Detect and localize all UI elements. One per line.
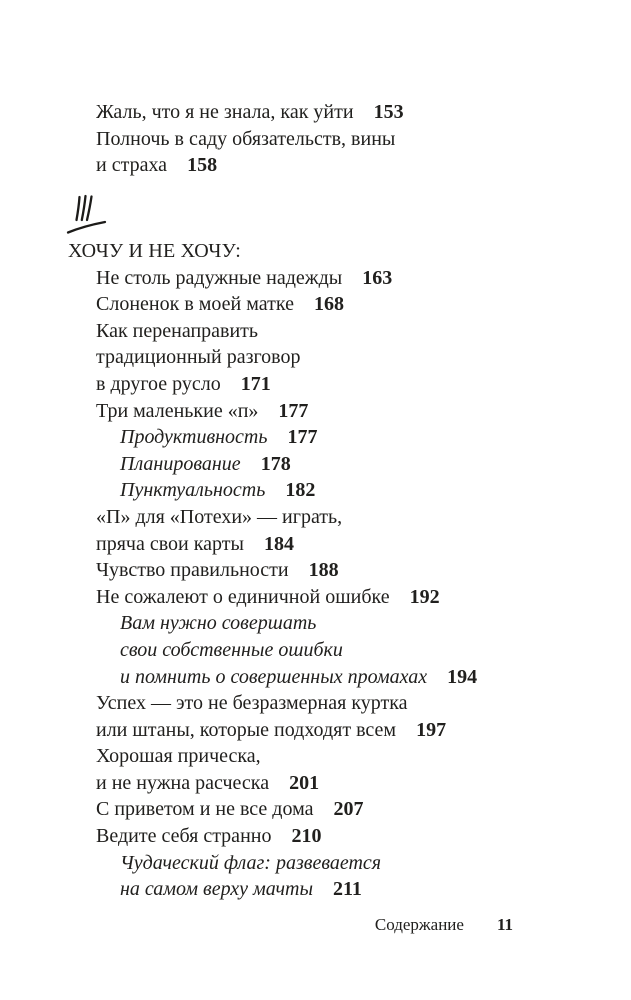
- toc-entry: Успех — это не безразмерная куртка или ш…: [96, 690, 477, 743]
- page-footer: Содержание 11: [375, 915, 513, 935]
- entry-title-text: или штаны, которые подходят всем: [96, 718, 397, 741]
- entry-line: Пунктуальность 182: [120, 477, 477, 504]
- toc-entry: «П» для «Потехи» — играть, пряча свои ка…: [96, 504, 477, 557]
- entry-page-number: 163: [362, 266, 393, 289]
- section-marker-iii-icon: [66, 194, 107, 234]
- entry-page-number: 158: [187, 154, 218, 177]
- entry-line: пряча свои карты 184: [96, 531, 477, 558]
- toc-subentry: Пунктуальность 182: [120, 477, 477, 504]
- entry-line: Полночь в саду обязательств, вины: [96, 127, 396, 150]
- toc-entry: Как перенаправить традиционный разговор …: [96, 318, 477, 398]
- toc-entry: Хорошая прическа, и не нужна расческа 201: [96, 743, 477, 796]
- running-title: Содержание: [374, 915, 464, 934]
- entry-title-text: и не нужна расческа: [96, 771, 270, 794]
- entry-title-text: Жаль, что я не знала, как уйти: [96, 101, 354, 123]
- toc-entry: Чувство правильности 188: [96, 557, 477, 584]
- entry-line: Успех — это не безразмерная куртка: [96, 692, 408, 715]
- entry-title-text: Не столь радужные надежды: [96, 266, 343, 289]
- entry-line: Не сожалеют о единичной ошибке 192: [96, 584, 477, 611]
- entry-line: на самом верху мачты 211: [120, 876, 477, 903]
- entry-page-number: 177: [287, 426, 318, 449]
- entry-title-text: Пунктуальность: [120, 479, 266, 502]
- entry-page-number: 201: [289, 771, 320, 794]
- entry-title-text: Три маленькие «п»: [96, 399, 259, 422]
- entry-title-text: и помнить о совершенных промахах: [120, 665, 428, 688]
- entry-line: и не нужна расческа 201: [96, 770, 477, 797]
- entry-page-number: 182: [285, 479, 316, 502]
- entry-page-number: 178: [260, 452, 291, 475]
- entry-page-number: 188: [308, 559, 339, 582]
- entry-line: традиционный разговор: [96, 346, 301, 369]
- entry-title-text: и страха: [96, 154, 168, 177]
- entry-page-number: 194: [447, 665, 478, 688]
- entry-title-text: Продуктивность: [120, 426, 268, 449]
- entry-line: Планирование 178: [120, 451, 477, 478]
- entry-title-text: Не сожалеют о единичной ошибке: [96, 585, 390, 608]
- entry-page-number: 192: [409, 585, 440, 608]
- toc-subentry: Вам нужно совершать свои собственные оши…: [120, 610, 477, 690]
- entry-title-text: Чувство правильности: [96, 559, 289, 582]
- section-subtitle-entry: Не столь радужные надежды 163: [96, 265, 477, 292]
- entry-page-number: 207: [333, 798, 364, 821]
- entry-line: Чудаческий флаг: развевается: [120, 851, 382, 874]
- entry-line: свои собственные ошибки: [120, 638, 343, 661]
- entry-page-number: 211: [333, 878, 362, 901]
- entry-page-number: 177: [278, 399, 309, 422]
- entry-line: Ведите себя странно 210: [96, 823, 477, 850]
- entry-page-number: 153: [373, 101, 404, 123]
- entry-line: Слоненок в моей матке 168: [96, 291, 477, 318]
- toc-entry: Полночь в саду обязательств, вины и стра…: [96, 126, 404, 179]
- toc-carryover-block: Жаль, что я не знала, как уйти 153 Полноч…: [96, 99, 404, 179]
- entry-title-text: Ведите себя странно: [96, 825, 272, 848]
- toc-entry: С приветом и не все дома 207: [96, 796, 477, 823]
- entry-title-text: в другое русло: [96, 372, 221, 395]
- entry-line: Чувство правильности 188: [96, 557, 477, 584]
- entry-line: Как перенаправить: [96, 319, 259, 342]
- entry-page-number: 171: [240, 372, 271, 395]
- folio-page-number: 11: [496, 915, 513, 934]
- toc-entry: Три маленькие «п» 177: [96, 398, 477, 425]
- toc-entry: Жаль, что я не знала, как уйти 153: [96, 99, 404, 126]
- entry-line: Три маленькие «п» 177: [96, 398, 477, 425]
- toc-section-block: ХОЧУ И НЕ ХОЧУ: Не столь радужные надежд…: [68, 238, 477, 903]
- toc-entry: Слоненок в моей матке 168: [96, 291, 477, 318]
- entry-page-number: 197: [416, 718, 447, 741]
- toc-entry: Не сожалеют о единичной ошибке 192: [96, 584, 477, 611]
- entry-title-text: С приветом и не все дома: [96, 798, 314, 821]
- section-title: ХОЧУ И НЕ ХОЧУ:: [68, 240, 241, 262]
- entry-line: Хорошая прическа,: [96, 745, 261, 768]
- entry-line: в другое русло 171: [96, 371, 477, 398]
- entry-line: Продуктивность 177: [120, 424, 477, 451]
- entry-title-text: Планирование: [120, 452, 241, 475]
- entry-page-number: 184: [263, 532, 294, 555]
- entry-title-text: на самом верху мачты: [120, 878, 313, 901]
- entry-line: Не столь радужные надежды 163: [96, 265, 477, 292]
- toc-subentry: Чудаческий флаг: развевается на самом ве…: [120, 850, 477, 903]
- entry-title-text: пряча свои карты: [96, 532, 244, 555]
- entry-line: С приветом и не все дома 207: [96, 796, 477, 823]
- entry-page-number: 210: [291, 825, 322, 848]
- toc-subentry: Планирование 178: [120, 451, 477, 478]
- entry-line: и помнить о совершенных промахах 194: [120, 664, 477, 691]
- entry-line: «П» для «Потехи» — играть,: [96, 505, 343, 528]
- entry-line: и страха 158: [96, 152, 404, 179]
- entry-line: или штаны, которые подходят всем 197: [96, 717, 477, 744]
- entry-page-number: 168: [313, 293, 344, 316]
- entry-line: Жаль, что я не знала, как уйти 153: [96, 99, 404, 126]
- entry-title-text: Слоненок в моей матке: [96, 293, 294, 316]
- toc-subentry: Продуктивность 177: [120, 424, 477, 451]
- entry-line: Вам нужно совершать: [120, 612, 317, 635]
- toc-entry: Ведите себя странно 210: [96, 823, 477, 850]
